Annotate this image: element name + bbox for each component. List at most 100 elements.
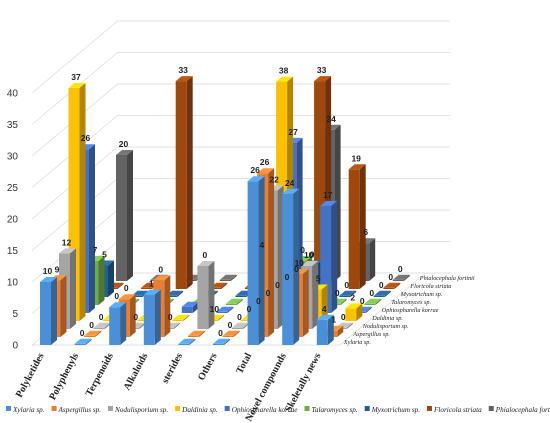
data-label: 0	[285, 272, 290, 282]
bar-top	[373, 290, 391, 296]
bar-front	[339, 295, 351, 297]
legend-swatch	[304, 406, 310, 411]
y-tick-label: 30	[7, 152, 19, 163]
category-label: Terpenoids	[84, 351, 116, 398]
data-label: 0	[388, 272, 393, 282]
bar-front	[40, 282, 51, 345]
bar-side	[340, 298, 347, 305]
bar-front	[247, 181, 259, 345]
y-tick-label: 15	[7, 246, 19, 257]
bar-side	[192, 301, 199, 313]
data-label: 24	[285, 178, 295, 188]
legend-item: Floricola striata	[427, 406, 482, 414]
legend-label: Floricola striata	[433, 406, 482, 414]
bar-front	[187, 335, 199, 337]
bar-front	[222, 335, 234, 337]
bar-front	[232, 327, 243, 329]
bar-side	[293, 188, 300, 345]
bar-side	[129, 294, 136, 337]
legend-swatch	[175, 406, 181, 411]
bar-top	[166, 290, 184, 296]
bar-side	[186, 76, 193, 289]
data-label: 0	[266, 288, 271, 298]
legend-swatch	[6, 406, 11, 411]
bar-front	[93, 327, 105, 329]
bar-front	[235, 295, 247, 297]
legend-item: Talaromyces sp.	[304, 406, 358, 414]
data-label: 0	[256, 296, 261, 306]
bar	[68, 82, 86, 322]
bar	[187, 330, 205, 337]
bar	[109, 302, 127, 345]
data-label: 0	[369, 288, 374, 298]
bar-side	[224, 338, 230, 345]
bar-side	[89, 144, 95, 313]
data-label: 9	[55, 264, 60, 274]
data-label: 0	[114, 291, 119, 301]
bar	[222, 330, 240, 337]
bar-front	[373, 295, 385, 297]
data-label: 0	[341, 312, 346, 322]
data-label: 0	[379, 280, 384, 290]
category-label: Others	[196, 351, 220, 382]
bar-side	[337, 325, 344, 337]
floor-edge	[339, 272, 426, 346]
bar-side	[217, 314, 224, 321]
bar-front	[345, 308, 357, 321]
y-tick-label: 10	[7, 278, 19, 289]
bar-top	[392, 274, 410, 280]
data-label: 24	[326, 114, 336, 124]
data-label: 1	[149, 279, 154, 289]
bar-front	[137, 319, 149, 321]
legend-label: Xylaria sp.	[12, 406, 45, 414]
bar	[339, 290, 357, 297]
bar-top	[216, 306, 234, 312]
bar	[383, 282, 401, 289]
data-label: 0	[99, 312, 104, 322]
bar	[166, 290, 184, 297]
bar	[84, 330, 102, 337]
data-label: 0	[300, 245, 305, 255]
bar-front	[213, 343, 224, 345]
category-label: Skeletally news	[283, 351, 323, 414]
series-depth-label: Floricola striata	[409, 283, 451, 290]
legend-label: Myxotrichum sp.	[371, 406, 421, 414]
legend-item: Phialocephala fortinii	[488, 406, 550, 414]
bar-top	[257, 168, 275, 174]
bar-side	[369, 238, 376, 281]
bar-side	[173, 322, 180, 329]
bar-top	[131, 290, 149, 296]
bar-side	[70, 248, 76, 329]
bar-front	[109, 307, 121, 345]
bar-side	[365, 306, 372, 313]
data-label: 22	[269, 174, 279, 184]
data-label: 0	[310, 250, 315, 260]
bar-top	[93, 322, 111, 328]
bar-front	[383, 287, 395, 289]
bar-side	[233, 330, 240, 337]
data-label: 0	[360, 296, 365, 306]
bar-side	[127, 150, 133, 281]
category-label: sterides	[160, 351, 185, 385]
bar-front	[103, 319, 115, 321]
bar-front	[316, 319, 328, 345]
bar-top	[339, 290, 357, 296]
bar-top	[175, 76, 193, 82]
bar	[116, 150, 133, 281]
bar-top	[68, 82, 86, 88]
series-depth-label: Xylaria sp.	[343, 339, 371, 346]
bar-side	[117, 282, 124, 289]
bar-side	[104, 322, 111, 329]
series-depth-label: Aspergillus sp.	[352, 331, 390, 338]
y-tick-label: 0	[12, 341, 18, 352]
y-tick-label: 35	[7, 120, 19, 131]
data-label: 26	[250, 165, 260, 175]
legend-label: Ophiospharella korrae	[232, 406, 299, 414]
y-tick-label: 40	[7, 89, 19, 100]
bar-side	[230, 274, 237, 281]
data-label: 4	[322, 304, 327, 314]
bar-side	[312, 261, 319, 329]
bar-side	[164, 275, 171, 337]
